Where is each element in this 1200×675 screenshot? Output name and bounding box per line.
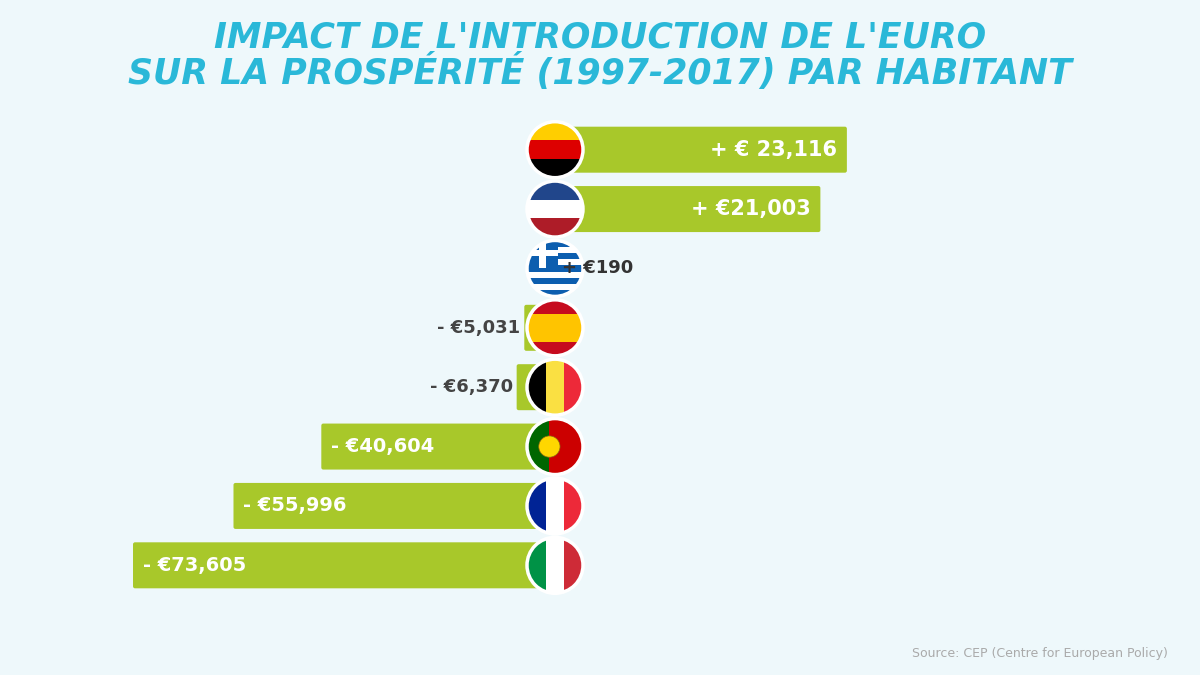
Bar	[546, 359, 564, 415]
FancyBboxPatch shape	[133, 542, 557, 589]
Text: - €5,031: - €5,031	[437, 319, 521, 337]
FancyBboxPatch shape	[553, 246, 559, 292]
FancyBboxPatch shape	[234, 483, 557, 529]
FancyBboxPatch shape	[553, 186, 821, 232]
Bar	[564, 537, 583, 593]
Circle shape	[527, 240, 583, 296]
FancyBboxPatch shape	[322, 424, 557, 470]
Bar	[546, 537, 564, 593]
Bar	[527, 278, 583, 284]
Text: - €40,604: - €40,604	[331, 437, 434, 456]
Bar	[527, 537, 546, 593]
Circle shape	[527, 478, 583, 534]
Text: - €73,605: - €73,605	[143, 556, 246, 575]
Bar	[527, 359, 546, 415]
Bar	[527, 246, 583, 253]
Bar	[540, 238, 546, 269]
Bar	[527, 159, 583, 178]
Bar	[527, 300, 583, 314]
Bar	[527, 271, 583, 278]
Circle shape	[527, 359, 583, 415]
Circle shape	[527, 537, 583, 593]
Text: + €190: + €190	[563, 259, 634, 277]
Bar	[527, 219, 583, 237]
FancyBboxPatch shape	[517, 364, 557, 410]
Bar	[564, 478, 583, 534]
Bar	[527, 181, 583, 200]
Text: + € 23,116: + € 23,116	[710, 140, 836, 160]
Bar	[527, 418, 550, 475]
Text: + €21,003: + €21,003	[691, 199, 810, 219]
FancyBboxPatch shape	[553, 127, 847, 173]
Bar	[564, 359, 583, 415]
Bar	[527, 290, 583, 296]
Bar	[527, 284, 583, 290]
Bar	[527, 342, 583, 356]
Text: - €55,996: - €55,996	[244, 496, 347, 516]
Circle shape	[527, 418, 583, 475]
Bar	[527, 265, 583, 271]
Circle shape	[527, 122, 583, 178]
Bar	[527, 253, 583, 259]
Bar	[527, 314, 583, 342]
Bar	[527, 200, 583, 219]
Bar	[550, 418, 583, 475]
Text: Source: CEP (Centre for European Policy): Source: CEP (Centre for European Policy)	[912, 647, 1168, 659]
Circle shape	[527, 181, 583, 237]
Bar	[527, 250, 558, 256]
Bar	[527, 259, 583, 265]
FancyBboxPatch shape	[524, 305, 557, 351]
Text: IMPACT DE L'INTRODUCTION DE L'EURO: IMPACT DE L'INTRODUCTION DE L'EURO	[214, 20, 986, 54]
Circle shape	[527, 300, 583, 356]
Bar	[527, 240, 583, 246]
Bar	[527, 478, 546, 534]
Bar	[527, 238, 558, 269]
Text: SUR LA PROSPÉRITÉ (1997-2017) PAR HABITANT: SUR LA PROSPÉRITÉ (1997-2017) PAR HABITA…	[128, 53, 1072, 91]
Bar	[546, 478, 564, 534]
Bar	[527, 122, 583, 140]
Text: - €6,370: - €6,370	[430, 378, 512, 396]
Bar	[527, 140, 583, 159]
Circle shape	[539, 436, 560, 457]
